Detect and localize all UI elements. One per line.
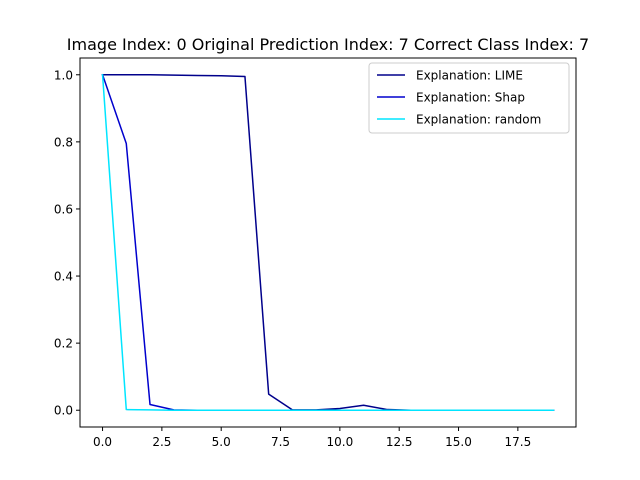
x-tick-label: 10.0 [327, 435, 354, 449]
y-tick-label: 1.0 [54, 68, 73, 82]
x-tick-label: 5.0 [212, 435, 231, 449]
legend-label-2: Explanation: Shap [416, 91, 525, 105]
legend: Explanation: LIME Explanation: Shap Explan… [368, 62, 570, 134]
legend-label-3: Explanation: random [416, 113, 541, 127]
legend-label-1: Explanation: LIME [416, 69, 523, 83]
x-tick-label: 0.0 [93, 435, 112, 449]
legend-box [368, 62, 570, 134]
y-tick-label: 0.6 [54, 202, 73, 216]
series-lines [101, 73, 555, 411]
chart-title: Image Index: 0 Original Prediction Index… [67, 35, 589, 54]
y-tick-label: 0.4 [54, 270, 73, 284]
y-tick-label: 0.8 [54, 135, 73, 149]
series-line-3 [101, 73, 555, 411]
x-tick-label: 2.5 [152, 435, 171, 449]
x-tick-label: 7.5 [271, 435, 290, 449]
x-axis: 0.0 2.5 5.0 7.5 10.0 12.5 15.0 17.5 [93, 427, 531, 449]
y-axis: 0.0 0.2 0.4 0.6 0.8 1.0 [54, 68, 80, 418]
x-tick-label: 12.5 [386, 435, 413, 449]
x-tick-label: 15.0 [445, 435, 472, 449]
x-tick-label: 17.5 [504, 435, 531, 449]
y-tick-label: 0.0 [54, 404, 73, 418]
plot-frame [79, 57, 577, 428]
y-tick-label: 0.2 [54, 337, 73, 351]
